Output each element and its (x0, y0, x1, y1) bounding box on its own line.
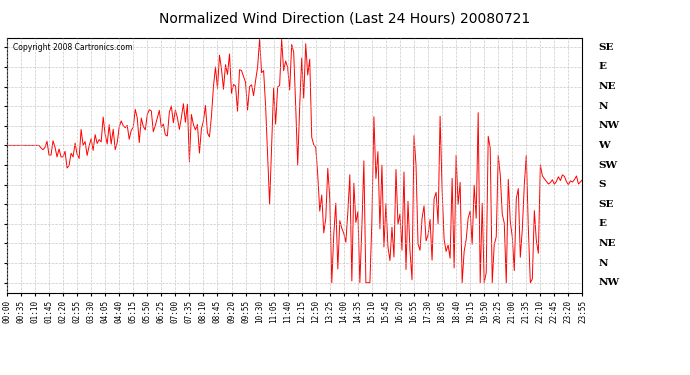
Text: N: N (598, 102, 608, 111)
Text: SW: SW (598, 160, 618, 170)
Text: Normalized Wind Direction (Last 24 Hours) 20080721: Normalized Wind Direction (Last 24 Hours… (159, 11, 531, 25)
Text: NW: NW (598, 278, 620, 287)
Text: S: S (598, 180, 606, 189)
Text: E: E (598, 219, 607, 228)
Text: SE: SE (598, 200, 613, 209)
Text: N: N (598, 259, 608, 268)
Text: Copyright 2008 Cartronics.com: Copyright 2008 Cartronics.com (12, 43, 132, 52)
Text: NE: NE (598, 82, 615, 91)
Text: W: W (598, 141, 610, 150)
Text: NE: NE (598, 239, 615, 248)
Text: SE: SE (598, 43, 613, 52)
Text: E: E (598, 62, 607, 71)
Text: NW: NW (598, 121, 620, 130)
